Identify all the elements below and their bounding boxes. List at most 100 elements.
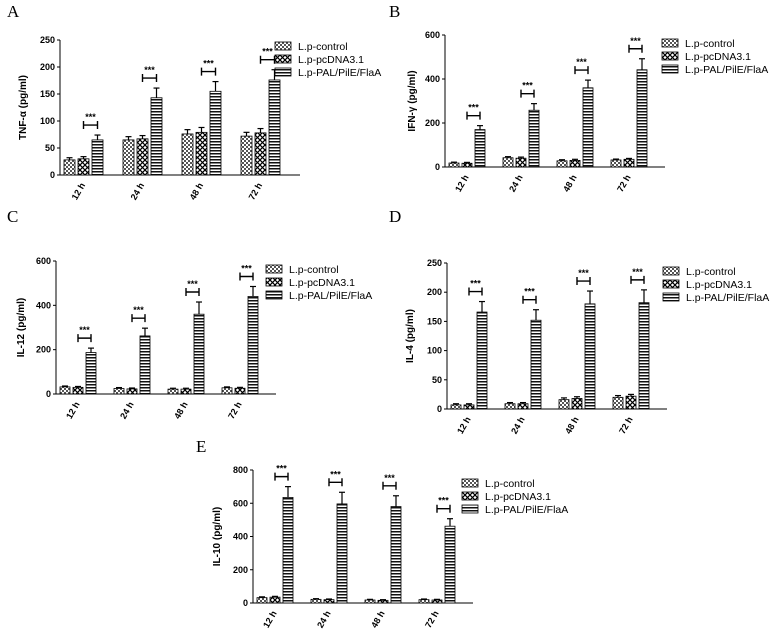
- bar: [448, 162, 460, 168]
- bar: [418, 599, 430, 604]
- legend-swatch: [461, 504, 479, 514]
- legend-label: L.p-pcDNA3.1: [298, 54, 364, 66]
- significance-bracket: [628, 44, 643, 53]
- legend-swatch: [662, 292, 680, 302]
- significance-bracket: [574, 66, 589, 75]
- x-tick-label: 72 h: [617, 415, 635, 436]
- significance-bracket: [576, 277, 591, 286]
- legend-swatch: [661, 64, 679, 74]
- panel-E: E 0 200 400 600 800 IL-10 (pg/ml) *** 12 h *** 24 …: [196, 437, 568, 630]
- y-tick-label: 200: [427, 287, 442, 297]
- bar: [195, 131, 208, 176]
- y-tick-label: 250: [427, 258, 442, 268]
- x-tick-label: 72 h: [247, 181, 265, 202]
- legend-swatch: [662, 279, 680, 289]
- bar: [610, 159, 622, 168]
- significance-bracket: [259, 55, 276, 64]
- significance-label: ***: [578, 268, 589, 278]
- bar: [450, 404, 462, 410]
- significance-label: ***: [262, 47, 273, 57]
- bar: [234, 387, 246, 395]
- x-tick-label: 24 h: [129, 181, 147, 202]
- panel-letter: E: [196, 437, 206, 456]
- significance-bracket: [82, 121, 99, 130]
- significance-bracket: [522, 295, 537, 304]
- x-tick-label: 12 h: [261, 609, 279, 630]
- bar: [180, 388, 192, 395]
- panel-A: A 0 50 100 150 200 250 TNF-α (pg/ml) *** 12 h *** 2…: [7, 2, 381, 202]
- significance-label: ***: [241, 263, 252, 273]
- legend-swatch: [461, 478, 479, 488]
- legend-swatch: [274, 67, 292, 77]
- bar: [530, 319, 542, 410]
- x-tick-label: 72 h: [226, 400, 244, 421]
- significance-bracket: [630, 275, 645, 284]
- bar: [256, 597, 268, 604]
- bar: [126, 388, 138, 395]
- legend-label: L.p-pcDNA3.1: [685, 51, 751, 63]
- legend-swatch: [461, 491, 479, 501]
- bar: [625, 395, 637, 410]
- x-tick-label: 48 h: [561, 173, 579, 194]
- x-tick-label: 48 h: [369, 609, 387, 630]
- y-tick-label: 200: [233, 565, 248, 575]
- bar: [77, 158, 90, 176]
- y-tick-label: 200: [425, 118, 440, 128]
- significance-label: ***: [144, 65, 155, 75]
- x-tick-label: 12 h: [64, 400, 82, 421]
- y-tick-label: 400: [425, 74, 440, 84]
- significance-bracket: [466, 111, 481, 120]
- bar: [268, 79, 281, 176]
- bar: [612, 396, 624, 410]
- panel-C: C 0 200 400 600 IL-12 (pg/ml) *** 12 h *** 24 h **…: [7, 207, 372, 421]
- bar: [167, 388, 179, 395]
- bar: [476, 311, 488, 410]
- y-tick-label: 50: [432, 375, 442, 385]
- bar: [247, 296, 259, 395]
- bar: [636, 69, 648, 168]
- bar: [59, 386, 71, 395]
- legend-swatch: [265, 264, 283, 274]
- significance-bracket: [328, 478, 343, 487]
- legend-label: L.p-control: [289, 264, 339, 276]
- bar: [584, 303, 596, 410]
- bar: [323, 599, 335, 604]
- bar: [209, 90, 222, 176]
- bar: [623, 158, 635, 168]
- x-tick-label: 48 h: [563, 415, 581, 436]
- x-tick-label: 48 h: [188, 181, 206, 202]
- y-tick-label: 150: [427, 316, 442, 326]
- significance-label: ***: [438, 496, 449, 506]
- bar: [582, 87, 594, 168]
- significance-label: ***: [468, 103, 479, 113]
- y-tick-label: 800: [233, 465, 248, 475]
- significance-bracket: [274, 472, 289, 481]
- significance-bracket: [468, 287, 483, 296]
- y-tick-label: 600: [36, 256, 51, 266]
- y-tick-label: 0: [243, 598, 248, 608]
- legend-swatch: [662, 266, 680, 276]
- y-axis-label: TNF-α (pg/ml): [18, 75, 29, 140]
- y-tick-label: 0: [50, 170, 55, 180]
- legend-swatch: [274, 41, 292, 51]
- significance-bracket: [239, 272, 254, 281]
- significance-label: ***: [470, 279, 481, 289]
- bar: [139, 335, 151, 395]
- y-tick-label: 400: [36, 300, 51, 310]
- bar: [556, 160, 568, 168]
- significance-label: ***: [576, 57, 587, 67]
- significance-bracket: [200, 67, 217, 76]
- legend-label: L.p-pcDNA3.1: [485, 491, 551, 503]
- bar: [528, 109, 540, 168]
- panel-B: B 0 200 400 600 IFN-γ (pg/ml) *** 12 h *** 24 h **…: [389, 2, 768, 194]
- bar: [282, 497, 294, 604]
- bar: [431, 599, 443, 604]
- significance-label: ***: [384, 473, 395, 483]
- legend-swatch: [265, 290, 283, 300]
- x-tick-label: 48 h: [172, 400, 190, 421]
- bar: [181, 133, 194, 176]
- bar: [63, 159, 76, 176]
